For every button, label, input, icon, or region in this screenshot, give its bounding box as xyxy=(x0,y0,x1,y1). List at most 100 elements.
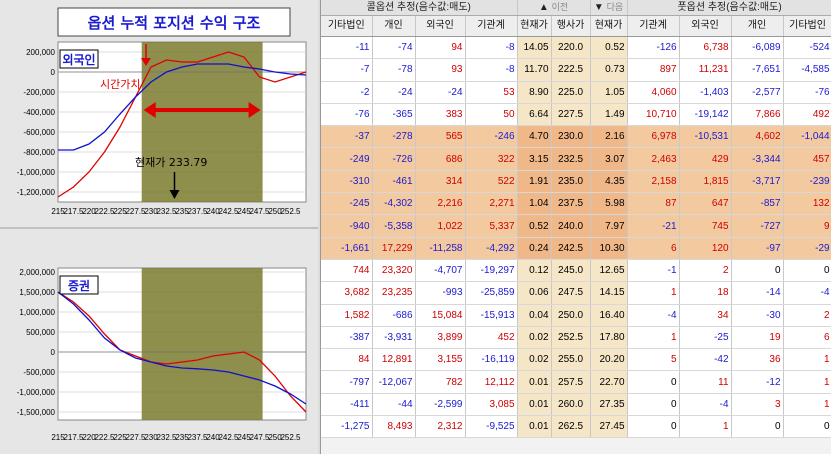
table-row[interactable]: -940 -5,358 1,022 5,337 0.52 240.0 7.97 -21 745-… xyxy=(321,214,831,238)
table-cell: 6,978 xyxy=(627,125,680,149)
table-cell: -12 xyxy=(731,370,784,394)
down-triangle-icon: ▼ xyxy=(593,2,604,13)
table-row[interactable]: 84 12,891 3,155 -16,119 0.02 255.0 20.20 5 -42 36… xyxy=(321,348,831,372)
table-row[interactable]: -76 -365 383 50 6.64 227.5 1.49 10,710 -19,142 7,… xyxy=(321,103,831,127)
column-header: 기관계 xyxy=(465,15,518,37)
table-row[interactable]: -37 -278 565 -246 4.70 230.0 2.16 6,978 -10,531 4… xyxy=(321,125,831,149)
table-cell: 0.12 xyxy=(517,259,552,283)
table-cell: 452 xyxy=(465,326,518,350)
table-row[interactable]: -1,275 8,493 2,312 -9,525 0.01 262.5 27.45 0 1 0 0 xyxy=(321,415,831,439)
table-cell: -19,297 xyxy=(465,259,518,283)
table-cell: 647 xyxy=(679,192,732,216)
series-line xyxy=(58,63,307,151)
table-cell: 2,312 xyxy=(415,415,466,439)
prev-button[interactable]: ▲ 이전 xyxy=(517,0,591,16)
table-cell: 27.45 xyxy=(590,415,628,439)
table-cell: -21 xyxy=(627,214,680,238)
table-cell: 7,866 xyxy=(731,103,784,127)
table-cell: 0.01 xyxy=(517,415,552,439)
x-tick-label: 232.5 xyxy=(156,433,177,442)
table-cell: 322 xyxy=(465,147,518,171)
table-cell: 2 xyxy=(679,259,732,283)
table-cell: 27.35 xyxy=(590,393,628,417)
table-row[interactable]: 3,682 23,235 -993 -25,859 0.06 247.5 14.15 1 18-… xyxy=(321,281,831,305)
table-row[interactable]: -797 -12,067 782 12,112 0.01 257.5 22.70 0 11 -12… xyxy=(321,370,831,394)
x-tick-label: 237.5 xyxy=(187,433,208,442)
table-row[interactable]: -245 -4,302 2,216 2,271 1.04 237.5 5.98 87 647 -8… xyxy=(321,192,831,216)
table-row[interactable]: -411 -44 -2,599 3,085 0.01 260.0 27.35 0 -4 3 1 xyxy=(321,393,831,417)
table-cell: 10,710 xyxy=(627,103,680,127)
table-row[interactable]: -387 -3,931 3,899 452 0.02 252.5 17.80 1 -25 19 6 xyxy=(321,326,831,350)
table-row[interactable]: -7 -78 93 -8 11.70 222.5 0.73 897 11,231 -7,651 -4… xyxy=(321,58,831,82)
series-line xyxy=(57,291,307,405)
table-cell: 745 xyxy=(679,214,732,238)
table-cell: -239 xyxy=(783,170,831,194)
table-cell: 18 xyxy=(679,281,732,305)
x-tick-label: 225 xyxy=(113,207,127,216)
table-cell: 11,231 xyxy=(679,58,732,82)
table-cell: 1.49 xyxy=(590,103,628,127)
table-cell: 222.5 xyxy=(551,58,591,82)
table-cell: -19,142 xyxy=(679,103,732,127)
table-cell: 457 xyxy=(783,147,831,171)
column-header: 기관계 xyxy=(627,15,680,37)
table-cell: 3,155 xyxy=(415,348,466,372)
table-row[interactable]: 1,582 -686 15,084 -15,913 0.04 250.0 16.40 -4 34… xyxy=(321,304,831,327)
x-tick-label: 230 xyxy=(144,207,158,216)
table-cell: 3,682 xyxy=(321,281,373,305)
x-tick-label: 245 xyxy=(237,207,251,216)
table-cell: 0.73 xyxy=(590,58,628,82)
table-cell: 522 xyxy=(465,170,518,194)
up-triangle-icon: ▲ xyxy=(538,2,549,13)
table-cell: -44 xyxy=(372,393,416,417)
table-cell: 4,060 xyxy=(627,81,680,104)
y-tick-label: 0 xyxy=(51,68,56,77)
table-cell: -857 xyxy=(731,192,784,216)
table-cell: 3.07 xyxy=(590,147,628,171)
x-tick-label: 247.5 xyxy=(249,207,270,216)
table-cell: 220.0 xyxy=(551,36,591,60)
table-cell: -15,913 xyxy=(465,304,518,327)
column-header-row: 기타법인 개인 외국인 기관계 현재가 행사가 현재가 기관계 외국인 개인 기타법인 xyxy=(321,15,831,37)
table-cell: -3,931 xyxy=(372,326,416,350)
table-row[interactable]: -2 -24 -24 53 8.90 225.0 1.05 4,060 -1,403 -2,577… xyxy=(321,81,831,104)
table-cell: -4 xyxy=(679,393,732,417)
securities-label: 증권 xyxy=(68,279,90,293)
table-cell: -76 xyxy=(783,81,831,104)
table-cell: 93 xyxy=(415,58,466,82)
table-cell: 0 xyxy=(783,259,831,283)
table-cell: 225.0 xyxy=(551,81,591,104)
table-cell: 0.52 xyxy=(517,214,552,238)
table-cell: -29 xyxy=(783,237,831,260)
table-row[interactable]: 744 23,320 -4,707 -19,297 0.12 245.0 12.65 -1 2 0… xyxy=(321,259,831,283)
table-cell: 1.05 xyxy=(590,81,628,104)
y-tick-label: -1,200,000 xyxy=(17,188,56,197)
table-cell: 252.5 xyxy=(551,326,591,350)
table-cell: 383 xyxy=(415,103,466,127)
y-tick-label: -1,000,000 xyxy=(17,168,56,177)
table-row[interactable]: -310 -461 314 522 1.91 235.0 4.35 2,158 1,815 -3,… xyxy=(321,170,831,194)
table-cell: 6.64 xyxy=(517,103,552,127)
table-cell: 23,235 xyxy=(372,281,416,305)
y-tick-label: -1,000,000 xyxy=(17,388,56,397)
table-cell: -3,717 xyxy=(731,170,784,194)
table-cell: -4,707 xyxy=(415,259,466,283)
table-cell: 492 xyxy=(783,103,831,127)
table-row[interactable]: -1,661 17,229 -11,258 -4,292 0.24 242.5 10.30 6… xyxy=(321,237,831,260)
table-cell: 230.0 xyxy=(551,125,591,149)
table-cell: -6,089 xyxy=(731,36,784,60)
next-button[interactable]: ▼ 다음 xyxy=(590,0,628,16)
table-cell: -461 xyxy=(372,170,416,194)
current-price-arrow-head xyxy=(169,190,180,199)
y-tick-label: 500,000 xyxy=(26,328,55,337)
y-tick-label: -600,000 xyxy=(23,128,55,137)
x-tick-label: 225 xyxy=(113,433,127,442)
table-row[interactable]: -11 -74 94 -8 14.05 220.0 0.52 -126 6,738 -6,089-… xyxy=(321,36,831,60)
x-tick-label: 217.5 xyxy=(63,207,84,216)
table-cell: -727 xyxy=(731,214,784,238)
table-cell: -10,531 xyxy=(679,125,732,149)
table-cell: 232.5 xyxy=(551,147,591,171)
table-row[interactable]: -249 -726 686 322 3.15 232.5 3.07 2,463 429 -3,34… xyxy=(321,147,831,171)
x-tick-label: 240 xyxy=(206,207,220,216)
table-cell: -686 xyxy=(372,304,416,327)
